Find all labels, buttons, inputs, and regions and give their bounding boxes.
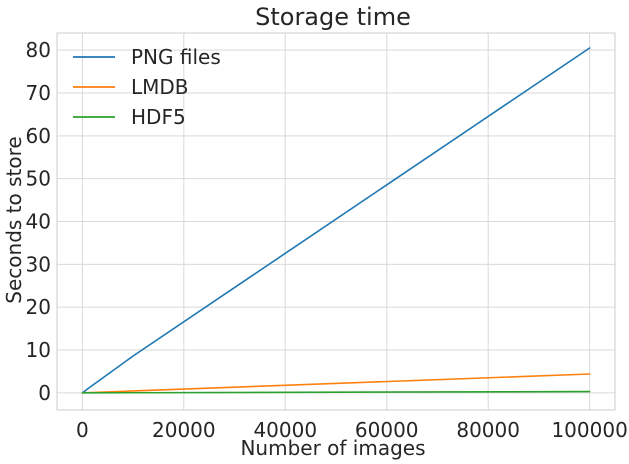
y-tick-label: 30	[26, 252, 51, 276]
legend-label: HDF5	[131, 105, 186, 129]
y-tick-label: 0	[38, 381, 51, 405]
y-tick-label: 70	[26, 81, 51, 105]
legend-label: PNG files	[131, 45, 221, 69]
chart-title: Storage time	[255, 3, 411, 31]
y-axis-label: Seconds to store	[2, 136, 26, 303]
y-tick-label: 40	[26, 210, 51, 234]
series-line-hdf5	[81, 390, 591, 394]
x-tick-label: 40000	[253, 418, 317, 442]
x-tick-label: 60000	[355, 418, 419, 442]
y-tick-label: 10	[26, 338, 51, 362]
x-tick-label: 100000	[551, 418, 627, 442]
y-tick-label: 80	[26, 38, 51, 62]
x-axis-label: Number of images	[240, 436, 425, 460]
x-tick-labels: 0 20000 40000 60000 80000 100000	[76, 418, 628, 442]
plot-frame	[56, 32, 616, 411]
x-tick-label: 0	[76, 418, 89, 442]
x-tick-label: 20000	[152, 418, 216, 442]
series-layer	[81, 47, 591, 394]
x-tick-label: 80000	[456, 418, 520, 442]
legend: PNG files LMDB HDF5	[73, 45, 221, 129]
y-tick-label: 60	[26, 124, 51, 148]
y-tick-label: 50	[26, 167, 51, 191]
y-tick-label: 20	[26, 295, 51, 319]
legend-label: LMDB	[131, 75, 189, 99]
y-tick-labels: 0 10 20 30 40 50 60 70 80	[26, 38, 51, 405]
